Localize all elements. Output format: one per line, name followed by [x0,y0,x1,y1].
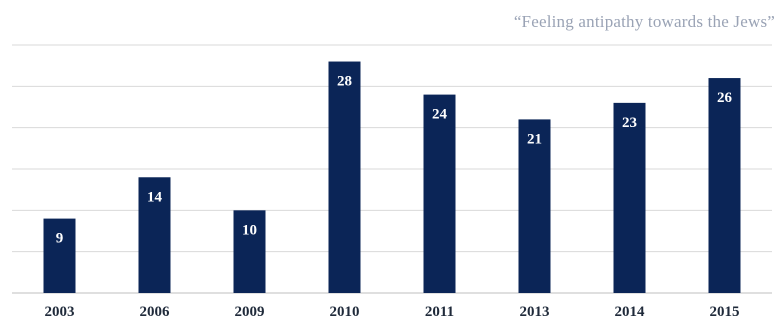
data-label-2011: 24 [432,107,448,123]
data-label-2003: 9 [56,231,64,247]
bar-2010 [328,61,361,294]
x-tick-2003: 2003 [45,304,75,320]
x-tick-2010: 2010 [330,304,360,320]
x-tick-labels: 2003 2006 2009 2010 2011 2013 2014 2015 [45,304,740,320]
x-tick-2013: 2013 [520,304,550,320]
data-label-2010: 28 [337,74,352,90]
x-tick-2011: 2011 [425,304,454,320]
bar-2006 [138,177,171,293]
chart-title: “Feeling antipathy towards the Jews” [513,12,775,31]
x-tick-2009: 2009 [235,304,265,320]
bar-2003 [43,218,76,293]
bars [43,61,741,294]
bar-2011 [423,94,456,293]
data-label-2014: 23 [622,115,637,131]
bar-2009 [233,210,266,293]
bar-2015 [708,78,741,293]
data-label-2013: 21 [527,131,542,147]
x-tick-2014: 2014 [615,304,646,320]
data-label-2006: 14 [147,189,163,205]
x-tick-2006: 2006 [140,304,171,320]
bar-2013 [518,119,551,294]
data-label-2015: 26 [717,90,733,106]
data-labels: 9 14 10 28 24 21 23 26 [56,74,733,247]
x-tick-2015: 2015 [710,304,740,320]
gridlines [12,44,772,294]
bar-2014 [613,102,646,293]
data-label-2009: 10 [242,222,257,238]
